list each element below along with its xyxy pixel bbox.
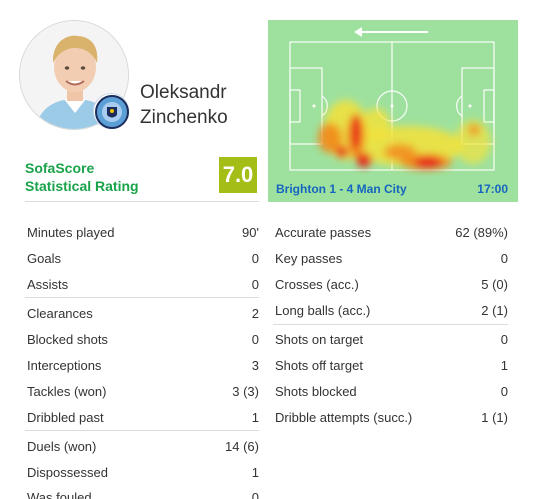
stat-label: Dispossessed (27, 464, 108, 480)
stat-row-long-balls: Long balls (acc.) 2 (1) (275, 297, 508, 323)
stat-label: Shots blocked (275, 383, 357, 399)
stat-label: Tackles (won) (27, 383, 107, 399)
stat-value: 14 (6) (225, 438, 259, 454)
stat-label: Crosses (acc.) (275, 276, 359, 292)
rating-divider (25, 201, 259, 202)
stat-label: Shots off target (275, 357, 363, 373)
stat-divider (25, 430, 259, 431)
stat-row-was-fouled: Was fouled 0 (27, 484, 259, 499)
stat-label: Goals (27, 250, 61, 266)
club-badge (93, 93, 129, 129)
stat-divider (25, 297, 259, 298)
stat-label: Long balls (acc.) (275, 302, 371, 318)
stat-value: 0 (500, 250, 508, 266)
stat-value: 2 (251, 305, 259, 321)
stat-value: 3 (251, 357, 259, 373)
stat-label: Accurate passes (275, 224, 372, 240)
rating-label: SofaScore Statistical Rating (25, 159, 139, 195)
stat-value: 62 (89%) (455, 224, 508, 240)
stat-label: Dribble attempts (succ.) (275, 409, 413, 425)
stat-value: 1 (251, 464, 259, 480)
stat-row-goals: Goals 0 (27, 245, 259, 271)
stat-label: Clearances (27, 305, 93, 321)
player-last-name: Zinchenko (140, 107, 228, 128)
heatmap-panel[interactable] (268, 20, 518, 202)
stat-row-blocked-shots: Blocked shots 0 (27, 326, 259, 352)
heatmap-pitch (289, 27, 495, 171)
player-avatar (19, 20, 129, 130)
rating-label-text: Statistical Rating (25, 178, 139, 194)
stat-row-shots-on-target: Shots on target 0 (275, 326, 508, 352)
stat-value: 0 (500, 331, 508, 347)
stat-value: 0 (251, 250, 259, 266)
stat-row-accurate-passes: Accurate passes 62 (89%) (275, 219, 508, 245)
stat-divider (273, 324, 508, 325)
stat-label: Interceptions (27, 357, 102, 373)
stat-row-duels: Duels (won) 14 (6) (27, 433, 259, 459)
stat-value: 1 (251, 409, 259, 425)
stat-label: Assists (27, 276, 69, 292)
stat-value: 5 (0) (481, 276, 508, 292)
stat-value: 0 (251, 489, 259, 499)
player-first-name: Oleksandr (140, 82, 227, 103)
stat-row-shots-off-target: Shots off target 1 (275, 352, 508, 378)
heatmap-time: 17:00 (477, 182, 508, 196)
manchester-city-badge-icon (95, 95, 129, 129)
stat-value: 0 (251, 276, 259, 292)
arrow-left-icon (354, 27, 428, 37)
stat-label: Blocked shots (27, 331, 108, 347)
stat-row-minutes-played: Minutes played 90' (27, 219, 259, 245)
stat-row-assists: Assists 0 (27, 271, 259, 297)
stat-label: Was fouled (27, 489, 92, 499)
stat-label: Dribbled past (27, 409, 104, 425)
stat-label: Duels (won) (27, 438, 97, 454)
player-name: Oleksandr Zinchenko (140, 80, 228, 130)
heatmap-blobs (318, 100, 491, 170)
rating-label-brand: SofaScore (25, 160, 95, 176)
stat-value: 1 (1) (481, 409, 508, 425)
stat-row-shots-blocked: Shots blocked 0 (275, 378, 508, 404)
stat-label: Key passes (275, 250, 343, 266)
stat-row-dispossessed: Dispossessed 1 (27, 459, 259, 485)
stat-row-interceptions: Interceptions 3 (27, 352, 259, 378)
stat-label: Minutes played (27, 224, 115, 240)
stat-row-key-passes: Key passes 0 (275, 245, 508, 271)
stat-value: 0 (500, 383, 508, 399)
stat-value: 0 (251, 331, 259, 347)
heatmap-match[interactable]: Brighton 1 - 4 Man City (276, 182, 407, 196)
stat-row-crosses: Crosses (acc.) 5 (0) (275, 271, 508, 297)
stat-value: 90' (242, 224, 259, 240)
stat-label: Shots on target (275, 331, 364, 347)
stat-row-tackles: Tackles (won) 3 (3) (27, 378, 259, 404)
stat-row-dribble-attempts: Dribble attempts (succ.) 1 (1) (275, 404, 508, 430)
stat-value: 2 (1) (481, 302, 508, 318)
stat-row-dribbled-past: Dribbled past 1 (27, 404, 259, 430)
rating-badge: 7.0 (219, 157, 257, 193)
stat-value: 1 (500, 357, 508, 373)
stat-value: 3 (3) (232, 383, 259, 399)
player-photo (20, 21, 128, 129)
stat-row-clearances: Clearances 2 (27, 300, 259, 326)
